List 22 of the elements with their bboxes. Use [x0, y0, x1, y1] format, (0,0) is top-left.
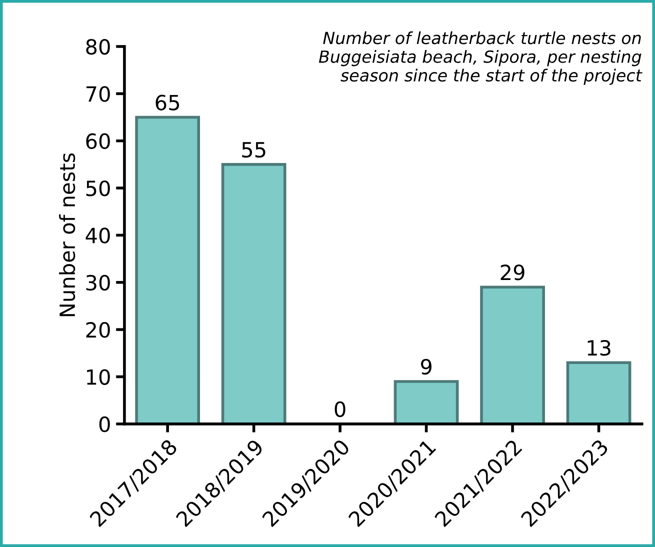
- data-label: 65: [156, 94, 180, 110]
- y-tick-label: 60: [86, 133, 110, 150]
- y-axis-title: Nunber of nests: [59, 153, 76, 316]
- data-label: 13: [588, 340, 610, 356]
- y-tick-label: 40: [86, 228, 110, 244]
- y-tick-label: 0: [99, 416, 110, 432]
- y-tick-label: 10: [87, 369, 110, 385]
- data-label: 29: [500, 264, 524, 280]
- bar: [566, 361, 632, 424]
- y-tick-label: 20: [86, 322, 110, 338]
- data-label: 9: [420, 358, 432, 375]
- bar: [480, 286, 545, 424]
- data-label: 55: [242, 142, 266, 158]
- chart-title: Number of leatherback turtle nests on Buggeisiata beach, Sipora, per nesting season since the start of the project: [318, 31, 642, 85]
- bar: [221, 163, 286, 424]
- y-tick-label: 80: [86, 38, 110, 55]
- y-tick-label: 70: [86, 86, 110, 102]
- bar: [394, 380, 459, 424]
- bar: [135, 116, 200, 424]
- data-label: 0: [334, 401, 346, 418]
- y-tick-label: 30: [86, 274, 110, 291]
- y-tick-label: 50: [86, 180, 110, 196]
